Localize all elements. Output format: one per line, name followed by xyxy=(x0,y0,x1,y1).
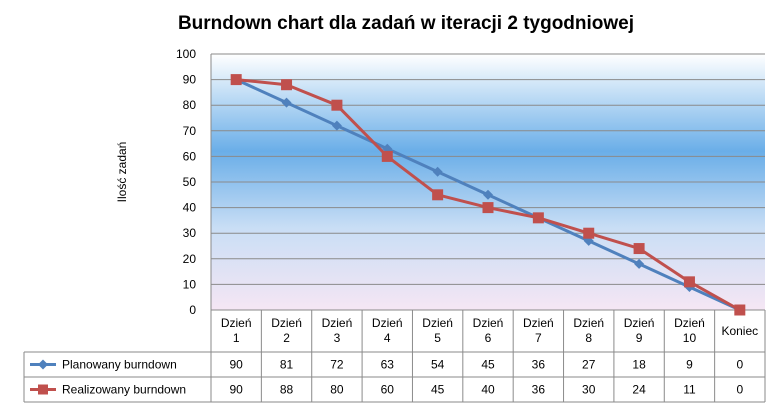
data-label: 54 xyxy=(431,358,445,372)
y-tick-label: 90 xyxy=(183,73,197,87)
data-table: Dzień1Dzień2Dzień3Dzień4Dzień5Dzień6Dzie… xyxy=(23,309,766,403)
x-tick-label: Dzień xyxy=(523,316,554,330)
data-label: 45 xyxy=(431,383,445,397)
data-label: 30 xyxy=(582,383,596,397)
x-tick-label: 6 xyxy=(485,331,492,345)
x-tick-label: Dzień xyxy=(674,316,705,330)
x-tick-label: 8 xyxy=(585,331,592,345)
legend-label: Realizowany burndown xyxy=(62,383,186,397)
legend-label: Planowany burndown xyxy=(62,358,177,372)
data-label: 63 xyxy=(381,358,395,372)
legend-key-marker xyxy=(38,359,48,370)
x-tick-label: Koniec xyxy=(721,324,758,338)
x-tick-label: 1 xyxy=(233,331,240,345)
data-label: 0 xyxy=(736,358,743,372)
y-tick-label: 50 xyxy=(183,175,197,189)
y-axis-label: Ilość zadań xyxy=(115,142,129,203)
series-layer xyxy=(230,74,746,316)
data-point xyxy=(281,97,292,108)
x-tick-label: Dzień xyxy=(372,316,403,330)
x-tick-label: 2 xyxy=(283,331,290,345)
data-point xyxy=(482,202,494,214)
y-tick-label: 40 xyxy=(183,201,197,215)
y-tick-label: 80 xyxy=(183,98,197,112)
data-label: 0 xyxy=(736,383,743,397)
y-tick-label: 0 xyxy=(189,303,196,317)
x-tick-label: 4 xyxy=(384,331,391,345)
chart-title: Burndown chart dla zadań w iteracji 2 ty… xyxy=(178,13,634,34)
data-label: 36 xyxy=(532,358,546,372)
data-point xyxy=(532,212,544,224)
data-point xyxy=(432,189,444,201)
x-tick-label: 9 xyxy=(636,331,643,345)
data-point xyxy=(381,150,393,162)
x-tick-label: 3 xyxy=(334,331,341,345)
data-label: 80 xyxy=(330,383,344,397)
data-point xyxy=(230,74,242,86)
data-label: 40 xyxy=(481,383,495,397)
x-tick-label: Dzień xyxy=(322,316,353,330)
data-label: 90 xyxy=(230,358,244,372)
data-point xyxy=(633,243,645,255)
legend-key-marker xyxy=(38,384,48,395)
data-point xyxy=(281,79,293,91)
data-label: 18 xyxy=(632,358,646,372)
data-label: 88 xyxy=(280,383,294,397)
x-tick-label: Dzień xyxy=(221,316,252,330)
y-tick-label: 30 xyxy=(183,226,197,240)
x-tick-label: Dzień xyxy=(422,316,453,330)
data-label: 45 xyxy=(481,358,495,372)
data-point xyxy=(634,258,645,269)
y-tick-label: 10 xyxy=(183,277,197,291)
x-tick-label: 10 xyxy=(683,331,697,345)
data-label: 27 xyxy=(582,358,596,372)
gridlines xyxy=(210,53,765,311)
x-tick-label: Dzień xyxy=(473,316,504,330)
x-tick-label: 5 xyxy=(434,331,441,345)
y-tick-label: 20 xyxy=(183,252,197,266)
data-label: 72 xyxy=(330,358,344,372)
x-tick-label: Dzień xyxy=(271,316,302,330)
x-tick-label: 7 xyxy=(535,331,542,345)
data-label: 11 xyxy=(683,383,696,397)
data-point xyxy=(483,189,493,200)
data-point xyxy=(331,120,342,131)
data-label: 9 xyxy=(686,358,693,372)
data-label: 36 xyxy=(532,383,546,397)
data-label: 60 xyxy=(381,383,395,397)
y-tick-labels: 0 10 20 30 40 50 60 70 80 90 100 xyxy=(176,47,196,317)
data-label: 81 xyxy=(280,358,294,372)
y-tick-label: 70 xyxy=(183,124,197,138)
data-label: 90 xyxy=(230,383,244,397)
data-point xyxy=(432,166,443,177)
data-label: 24 xyxy=(632,383,646,397)
data-point xyxy=(331,99,343,111)
data-point xyxy=(583,227,595,239)
y-tick-label: 60 xyxy=(183,149,197,163)
data-point xyxy=(734,304,746,316)
x-tick-label: Dzień xyxy=(573,316,604,330)
data-point xyxy=(683,276,695,288)
x-tick-label: Dzień xyxy=(624,316,655,330)
y-tick-label: 100 xyxy=(176,47,196,61)
